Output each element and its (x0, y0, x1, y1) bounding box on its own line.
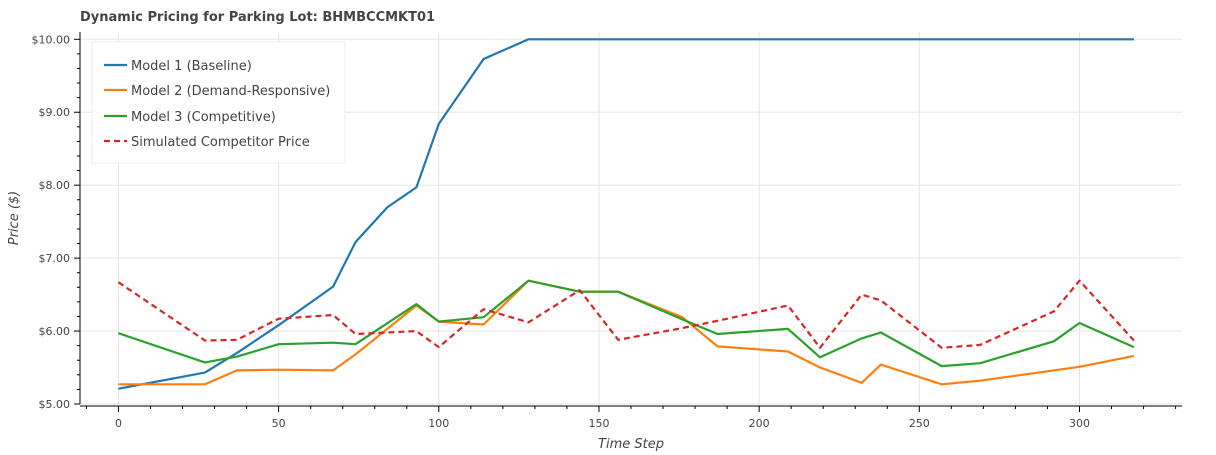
y-tick-label: $9.00 (39, 106, 71, 119)
x-tick-label: 300 (1069, 417, 1090, 430)
legend-label-competitor: Simulated Competitor Price (131, 135, 310, 150)
y-tick-label: $5.00 (39, 398, 71, 411)
x-axis-label: Time Step (598, 437, 664, 452)
legend: Model 1 (Baseline) Model 2 (Demand-Respo… (91, 41, 346, 164)
y-axis-ticks: $5.00 $6.00 $7.00 $8.00 $9.00 $10.00 (32, 33, 80, 411)
x-tick-label: 250 (909, 417, 930, 430)
legend-label-model-2: Model 2 (Demand-Responsive) (131, 84, 330, 99)
series-line-competitor (117, 279, 1135, 349)
y-tick-label: $10.00 (32, 33, 71, 46)
legend-label-model-1: Model 1 (Baseline) (131, 59, 252, 74)
y-tick-label: $6.00 (39, 325, 71, 338)
series-group (117, 38, 1135, 390)
x-axis-ticks: 0 50 100 150 200 250 300 (85, 406, 1177, 430)
chart-title: Dynamic Pricing for Parking Lot: BHMBCCM… (80, 10, 435, 25)
x-tick-label: 200 (749, 417, 770, 430)
series-line-model-1 (118, 38, 1134, 390)
y-tick-label: $7.00 (39, 252, 71, 265)
y-tick-label: $8.00 (39, 179, 71, 192)
x-tick-label: 150 (588, 417, 609, 430)
legend-label-model-3: Model 3 (Competitive) (131, 110, 276, 125)
series-line-model-3 (118, 279, 1135, 368)
legend-box (91, 41, 346, 164)
x-tick-label: 0 (115, 417, 122, 430)
x-tick-label: 50 (272, 417, 286, 430)
x-tick-label: 100 (428, 417, 449, 430)
y-axis-label: Price ($) (7, 191, 22, 246)
